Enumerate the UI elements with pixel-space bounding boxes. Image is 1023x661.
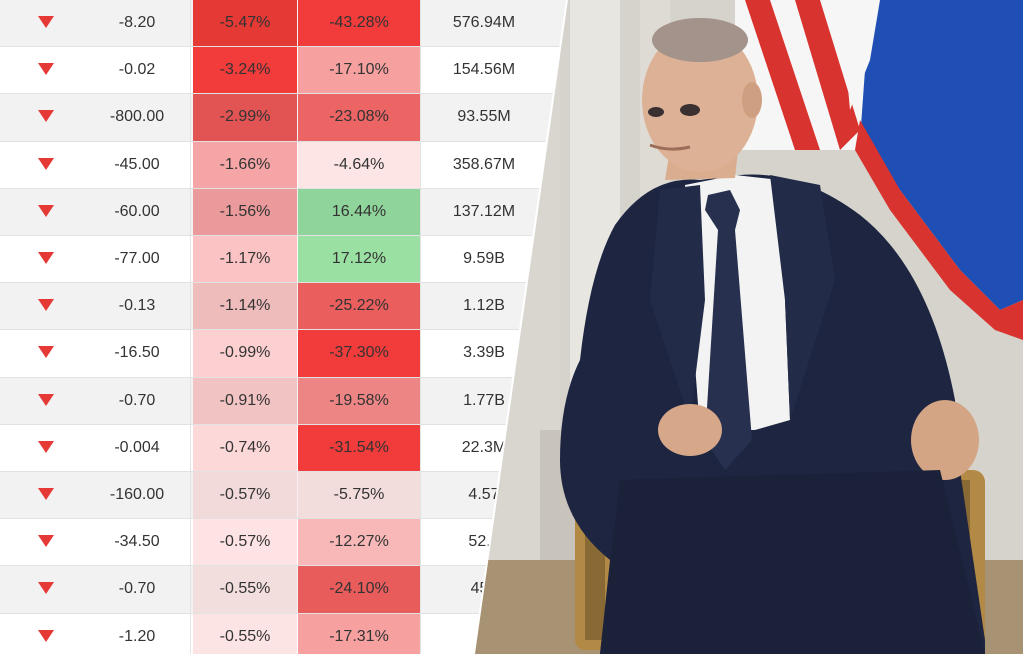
down-arrow-icon: [38, 393, 54, 406]
column-divider: [190, 0, 191, 654]
change-value: -77.00: [114, 250, 160, 267]
volume-value: 1.77B: [463, 391, 505, 409]
down-arrow-icon: [38, 110, 54, 123]
volume-value: 3.39B: [463, 344, 505, 362]
russian-flag: [840, 0, 1023, 340]
change-value: -0.13: [118, 297, 156, 315]
change-value: -0.004: [114, 438, 160, 456]
ytd-change-cell: 17.12%: [298, 236, 420, 283]
down-arrow-icon: [38, 488, 54, 500]
volume-value: 22.3M: [461, 438, 507, 456]
percent-change-cell: -0.74%: [193, 424, 297, 471]
change-value: -1.20: [118, 627, 156, 645]
down-arrow-icon: [38, 16, 54, 28]
table-row: -160.00 -0.57% -5.75% 4.57: [0, 472, 566, 520]
volume-value: 576.94M: [452, 14, 516, 31]
percent-change-cell: -0.55%: [193, 566, 297, 613]
percent-change-cell: -1.56%: [193, 188, 297, 235]
down-arrow-icon: [38, 63, 54, 76]
table-row: -0.02 -3.24% -17.10% 154.56M: [0, 47, 566, 95]
change-value: -800.00: [109, 108, 165, 126]
percent-change-cell: -1.66%: [193, 141, 297, 188]
change-value: -34.50: [114, 533, 160, 551]
table-row: -60.00 -1.56% 16.44% 137.12M: [0, 188, 566, 236]
change-value: -16.50: [114, 344, 160, 362]
market-table: -8.20 -5.47% -43.28% 576.94M -0.02 -3.24% -17.…: [0, 0, 566, 654]
ytd-change-cell: -5.75%: [298, 472, 420, 519]
ytd-change-cell: -23.08%: [298, 94, 420, 141]
percent-change-cell: -5.47%: [193, 0, 297, 47]
down-arrow-icon: [38, 204, 54, 217]
percent-change-cell: -3.24%: [193, 47, 297, 94]
volume-value: 154.56M: [452, 61, 516, 79]
change-value: -0.02: [118, 61, 156, 79]
percent-change-cell: -0.55%: [193, 613, 297, 654]
table-row: -45.00 -1.66% -4.64% 358.67M: [0, 141, 566, 189]
ytd-change-cell: -25.22%: [298, 283, 420, 330]
table-row: -800.00 -2.99% -23.08% 93.55M: [0, 94, 566, 142]
percent-change-cell: -0.99%: [193, 330, 297, 377]
seated-man: [560, 18, 985, 654]
table-row: -16.50 -0.99% -37.30% 3.39B: [0, 330, 566, 378]
down-arrow-icon: [38, 346, 54, 359]
volume-value: 1.12B: [463, 297, 505, 315]
percent-change-cell: -0.57%: [193, 519, 297, 566]
table-row: -1.20-0.55%-17.31%1: [0, 613, 566, 654]
volume-value: 93.55M: [457, 108, 511, 126]
volume-value: 358.67M: [452, 155, 516, 173]
down-arrow-icon: [38, 157, 54, 170]
percent-change-cell: -0.91%: [193, 377, 297, 424]
ytd-change-cell: -12.27%: [298, 519, 420, 566]
down-arrow-icon: [38, 252, 54, 264]
percent-change-cell: -0.57%: [193, 472, 297, 519]
down-arrow-icon: [38, 582, 54, 595]
column-divider: [420, 0, 421, 654]
volume-value: 9.59B: [463, 250, 505, 267]
ytd-change-cell: -31.54%: [298, 424, 420, 471]
percent-change-cell: -1.14%: [193, 283, 297, 330]
volume-value: 4.57: [468, 486, 500, 503]
table-row: -8.20 -5.47% -43.28% 576.94M: [0, 0, 566, 48]
change-value: -0.70: [118, 391, 156, 409]
down-arrow-icon: [38, 629, 54, 642]
volume-value: 137.12M: [452, 202, 516, 220]
down-arrow-icon: [38, 440, 54, 453]
percent-change-cell: -1.17%: [193, 236, 297, 283]
ytd-change-cell: -17.10%: [298, 47, 420, 94]
table-row: -0.70 -0.91% -19.58% 1.77B: [0, 377, 566, 425]
percent-change-cell: -2.99%: [193, 94, 297, 141]
change-value: -0.70: [118, 580, 156, 598]
change-value: -45.00: [114, 155, 160, 173]
ytd-change-cell: -24.10%: [298, 566, 420, 613]
down-arrow-icon: [38, 535, 54, 548]
ytd-change-cell: -19.58%: [298, 377, 420, 424]
table-row: -0.004 -0.74% -31.54% 22.3M: [0, 424, 566, 472]
change-value: -60.00: [114, 202, 160, 220]
ytd-change-cell: -43.28%: [298, 0, 420, 47]
ytd-change-cell: -4.64%: [298, 141, 420, 188]
ytd-change-cell: 16.44%: [298, 188, 420, 235]
ytd-change-cell: -17.31%: [298, 613, 420, 654]
down-arrow-icon: [38, 299, 54, 312]
table-row: -0.13 -1.14% -25.22% 1.12B: [0, 283, 566, 331]
change-value: -160.00: [109, 486, 165, 503]
table-row: -0.70 -0.55% -24.10% 454: [0, 566, 566, 614]
ytd-change-cell: -37.30%: [298, 330, 420, 377]
change-value: -8.20: [118, 14, 156, 31]
table-row: -77.00 -1.17% 17.12% 9.59B: [0, 236, 566, 284]
